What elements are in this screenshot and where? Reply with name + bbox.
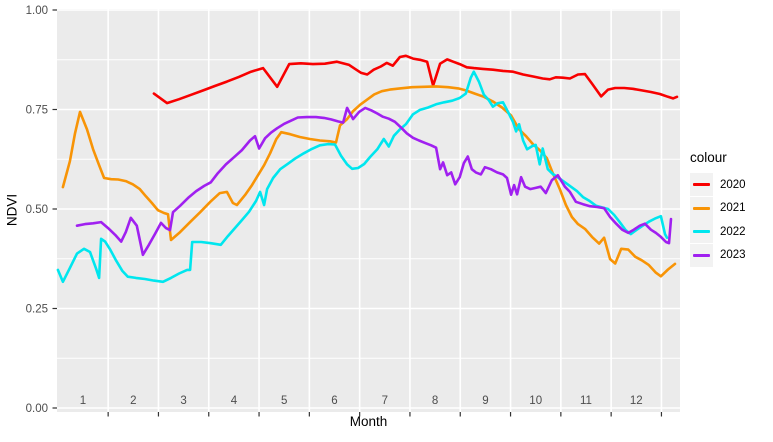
legend-label-2020: 2020 [720,178,746,191]
series-line-2022 [56,70,669,284]
legend-item-2022: 2022 [690,220,746,244]
x-axis-title: Month [349,414,388,429]
legend-item-2020: 2020 [690,173,746,197]
legend-key-2023 [690,243,713,267]
y-tick-label: 0.50 [26,204,48,216]
legend-label-2023: 2023 [720,249,746,262]
y-tick-label: 0.25 [26,304,48,316]
legend-key-line-icon [693,230,710,234]
legend-key-2020 [690,173,713,197]
y-tick-label: 0.00 [26,403,48,415]
legend-key-line-icon [693,183,710,187]
legend-key-line-icon [693,253,710,257]
series-line-2020 [152,54,679,105]
series-line-2023 [75,106,673,257]
x-tick-label: 3 [180,395,186,407]
legend: colour 2020 2021 2022 2023 [690,150,746,267]
x-tick-label: 4 [231,395,238,407]
legend-label-2021: 2021 [720,202,746,215]
x-tick-label: 2 [130,395,136,407]
legend-item-2023: 2023 [690,243,746,268]
y-tick-label: 1.00 [26,5,48,17]
y-axis-title: NDVI [4,193,20,227]
x-tick-label: 11 [580,395,592,407]
x-tick-label: 6 [331,395,337,407]
legend-key-2022 [690,220,713,244]
legend-item-2021: 2021 [690,196,746,221]
series-line-2021 [61,85,677,278]
legend-key-line-icon [693,206,710,210]
x-tick-label: 5 [281,395,287,407]
x-tick-label: 8 [432,395,438,407]
x-tick-label: 7 [382,395,388,407]
y-tick-label: 0.75 [26,105,48,117]
x-tick-label: 12 [630,395,643,407]
x-tick-label: 9 [482,395,488,407]
legend-label-2022: 2022 [720,225,746,238]
legend-title: colour [690,150,727,165]
x-tick-label: 1 [80,395,86,407]
legend-key-2021 [690,196,713,220]
x-tick-label: 10 [529,395,542,407]
plot-panel [57,9,680,412]
